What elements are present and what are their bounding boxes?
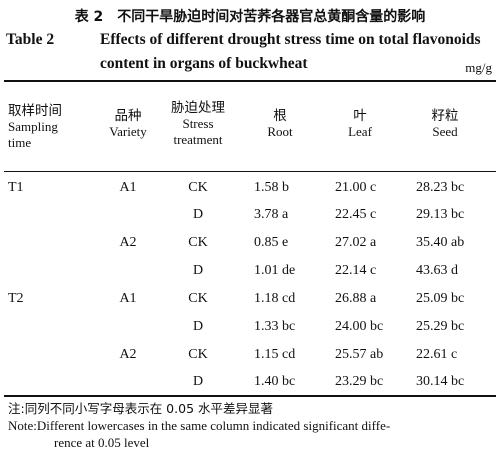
cell-leaf: 27.02 a	[335, 235, 377, 250]
cell-root: 1.01 de	[254, 263, 296, 278]
cell-root: 0.85 e	[254, 235, 289, 250]
cell-seed: 35.40 ab	[416, 235, 465, 250]
table-title-en-line2: content in organs of buckwheat	[100, 55, 308, 72]
cell-seed: 28.23 bc	[416, 180, 465, 195]
cell-seed: 25.09 bc	[416, 291, 465, 306]
cell-seed: 30.14 bc	[416, 374, 465, 389]
cell-root: 1.15 cd	[254, 347, 296, 362]
note-en-line1: Note:Different lowercases in the same co…	[8, 418, 391, 433]
cell-seed: 22.61 c	[416, 347, 458, 362]
cell-leaf: 22.45 c	[335, 207, 377, 222]
cell-variety: A2	[119, 347, 137, 362]
cell-variety: A1	[119, 291, 137, 306]
header-variety: 品种 Variety	[109, 108, 147, 139]
cell-seed: 25.29 bc	[416, 319, 465, 334]
note-cn: 注:同列不同小写字母表示在 0.05 水平差异显著	[8, 401, 273, 416]
cell-leaf: 25.57 ab	[335, 347, 384, 362]
cell-leaf: 24.00 bc	[335, 319, 384, 334]
cell-stress: CK	[188, 235, 208, 250]
table-title-en: Table 2 Effects of different drought stre…	[6, 31, 481, 49]
header-leaf: 叶 Leaf	[348, 108, 372, 139]
cell-stress: CK	[188, 347, 208, 362]
unit-label: mg/g	[465, 60, 492, 75]
cell-leaf: 22.14 c	[335, 263, 377, 278]
cell-root: 3.78 a	[254, 207, 289, 222]
cell-stress: D	[192, 263, 204, 278]
cell-root: 1.40 bc	[254, 374, 296, 389]
cell-time: T2	[8, 291, 24, 306]
table-title-cn: 表 2 不同干旱胁迫时间对苦荞各器官总黄酮含量的影响	[74, 9, 426, 25]
cell-seed: 29.13 bc	[416, 207, 465, 222]
cell-root: 1.18 cd	[254, 291, 296, 306]
cell-leaf: 23.29 bc	[335, 374, 384, 389]
bottom-rule	[4, 395, 496, 397]
cell-stress: CK	[188, 180, 208, 195]
cell-stress: CK	[188, 291, 208, 306]
header-root: 根 Root	[267, 108, 293, 139]
cell-time: T1	[8, 180, 24, 195]
top-rule	[4, 80, 496, 82]
cell-variety: A2	[119, 235, 137, 250]
table-label: Table 2	[6, 31, 55, 48]
table-title-en-line1: Effects of different drought stress time…	[100, 31, 481, 48]
header-stress: 胁迫处理 Stress treatment	[171, 100, 225, 147]
cell-stress: D	[192, 374, 204, 389]
note-en-line2: rence at 0.05 level	[54, 435, 150, 450]
cell-root: 1.33 bc	[254, 319, 296, 334]
cell-root: 1.58 b	[254, 180, 289, 195]
header-seed: 籽粒 Seed	[431, 108, 459, 139]
header-rule	[4, 171, 496, 172]
cell-leaf: 26.88 a	[335, 291, 377, 306]
cell-stress: D	[192, 207, 204, 222]
cell-stress: D	[192, 319, 204, 334]
cell-seed: 43.63 d	[416, 263, 458, 278]
header-sampling-time: 取样时间 Sampling time	[8, 103, 62, 150]
cell-leaf: 21.00 c	[335, 180, 377, 195]
cell-variety: A1	[119, 180, 137, 195]
